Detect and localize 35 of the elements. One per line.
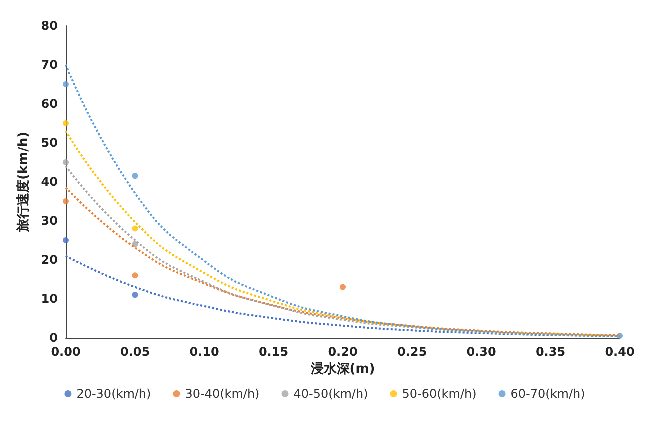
y-tick-label: 0 [50,331,58,345]
y-tick-label: 40 [41,175,58,189]
x-tick-label: 0.10 [190,345,220,359]
legend-label: 60-70(km/h) [510,387,586,401]
x-tick-label: 0.25 [397,345,428,359]
x-tick-label: 0.35 [536,345,566,359]
y-tick-label: 10 [41,292,58,306]
point [340,284,346,290]
point [63,82,69,88]
y-tick-label: 30 [41,214,58,228]
point [132,272,138,279]
point [132,173,138,180]
y-tick-label: 50 [41,136,58,150]
legend-label: 50-60(km/h) [402,387,477,401]
x-tick-label: 0.00 [51,345,81,359]
y-tick-label: 60 [41,97,58,111]
x-axis-title: 浸水深(m) [310,362,376,377]
legend-label: 30-40(km/h) [185,387,260,401]
x-tick-label: 0.15 [258,345,289,359]
x-tick-label: 0.40 [605,345,635,359]
x-tick-label: 0.30 [466,345,496,359]
point [132,292,138,298]
x-tick-label: 0.05 [120,345,150,359]
legend-label: 40-50(km/h) [294,387,368,401]
x-tick-label: 0.20 [328,345,358,359]
point [132,226,138,232]
y-tick-label: 80 [41,19,58,33]
y-axis-title: 旅行速度(km/h) [15,132,32,234]
y-tick-label: 20 [41,253,58,267]
y-tick-label: 70 [41,58,58,72]
point [63,238,69,244]
point [63,160,69,166]
legend-label: 20-30(km/h) [76,387,152,401]
point [63,198,69,204]
point [63,120,69,126]
